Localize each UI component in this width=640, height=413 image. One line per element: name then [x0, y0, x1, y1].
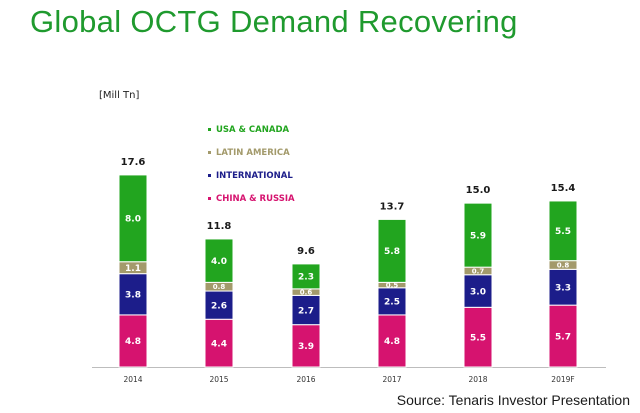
- page-title: Global OCTG Demand Recovering: [30, 4, 518, 39]
- segment-label-china-russia-2014: 4.8: [125, 337, 141, 347]
- legend-label-china-russia: CHINA & RUSSIA: [216, 194, 295, 204]
- segment-label-usa-canada-2015: 4.0: [211, 257, 227, 267]
- segment-label-international-2015: 2.6: [211, 301, 227, 311]
- segment-label-international-2018: 3.0: [470, 287, 486, 297]
- total-label-2014: 17.6: [121, 157, 146, 168]
- legend-item-china-russia: CHINA & RUSSIA: [208, 194, 295, 204]
- bar-segment-usa-canada-2016: [291, 263, 321, 290]
- bar-segment-international-2015: [204, 290, 234, 320]
- legend-bullet-usa-canada: [208, 128, 211, 131]
- bar-segment-usa-canada-2014: [118, 174, 148, 263]
- bar-segment-china-russia-2016: [291, 324, 321, 368]
- segment-label-usa-canada-2016: 2.3: [298, 273, 314, 283]
- segment-label-china-russia-2019F: 5.7: [555, 332, 571, 342]
- segment-label-international-2017: 2.5: [384, 298, 400, 308]
- segment-label-china-russia-2018: 5.5: [470, 333, 486, 343]
- legend-bullet-latin-america: [208, 151, 211, 154]
- bar-segment-usa-canada-2015: [204, 238, 234, 283]
- total-label-2018: 15.0: [466, 185, 491, 196]
- bar-segment-usa-canada-2017: [377, 218, 407, 283]
- segment-label-latin-america-2019F: 0.8: [557, 262, 570, 270]
- bar-segment-international-2018: [463, 274, 493, 308]
- legend-label-usa-canada: USA & CANADA: [216, 125, 290, 135]
- segment-label-usa-canada-2014: 8.0: [125, 215, 141, 225]
- legend-item-latin-america: LATIN AMERICA: [208, 148, 290, 158]
- segment-label-latin-america-2015: 0.8: [213, 283, 226, 291]
- x-tick-label-2015: 2015: [209, 375, 228, 384]
- x-tick-label-2019F: 2019F: [551, 375, 574, 384]
- segment-label-latin-america-2017: 0.5: [386, 282, 399, 290]
- x-tick-label-2017: 2017: [382, 375, 401, 384]
- bar-segment-china-russia-2015: [204, 318, 234, 368]
- unit-label: [Mill Tn]: [99, 90, 140, 101]
- bar-segment-china-russia-2017: [377, 314, 407, 368]
- segment-label-latin-america-2014: 1.1: [125, 264, 141, 274]
- legend-bullet-china-russia: [208, 197, 211, 200]
- segment-label-china-russia-2016: 3.9: [298, 342, 314, 352]
- x-tick-label-2016: 2016: [296, 375, 315, 384]
- x-tick-label-2018: 2018: [468, 375, 487, 384]
- segment-label-usa-canada-2017: 5.8: [384, 247, 400, 257]
- segment-label-china-russia-2017: 4.8: [384, 337, 400, 347]
- segment-label-latin-america-2018: 0.7: [472, 267, 485, 275]
- legend-item-international: INTERNATIONAL: [208, 171, 293, 181]
- total-label-2019F: 15.4: [551, 183, 576, 194]
- source-note: Source: Tenaris Investor Presentation: [396, 392, 630, 408]
- segment-label-international-2014: 3.8: [125, 291, 141, 301]
- segment-label-china-russia-2015: 4.4: [211, 339, 227, 349]
- bar-segment-international-2014: [118, 273, 148, 316]
- bar-segment-usa-canada-2018: [463, 202, 493, 268]
- segment-label-latin-america-2016: 0.6: [300, 289, 313, 297]
- segment-label-usa-canada-2018: 5.9: [470, 231, 486, 241]
- legend-label-latin-america: LATIN AMERICA: [216, 148, 290, 158]
- bar-segment-usa-canada-2019F: [548, 200, 578, 262]
- x-tick-label-2014: 2014: [123, 375, 142, 384]
- total-label-2016: 9.6: [297, 246, 315, 257]
- segment-label-international-2019F: 3.3: [555, 283, 571, 293]
- bar-segment-china-russia-2019F: [548, 304, 578, 368]
- bar-segment-china-russia-2014: [118, 314, 148, 368]
- bar-segment-international-2017: [377, 287, 407, 316]
- total-label-2017: 13.7: [380, 201, 405, 212]
- segment-label-usa-canada-2019F: 5.5: [555, 227, 571, 237]
- total-label-2015: 11.8: [207, 221, 232, 232]
- segment-label-international-2016: 2.7: [298, 306, 314, 316]
- legend-bullet-international: [208, 174, 211, 177]
- legend-label-international: INTERNATIONAL: [216, 171, 293, 181]
- legend-item-usa-canada: USA & CANADA: [208, 125, 289, 135]
- bar-segment-china-russia-2018: [463, 306, 493, 368]
